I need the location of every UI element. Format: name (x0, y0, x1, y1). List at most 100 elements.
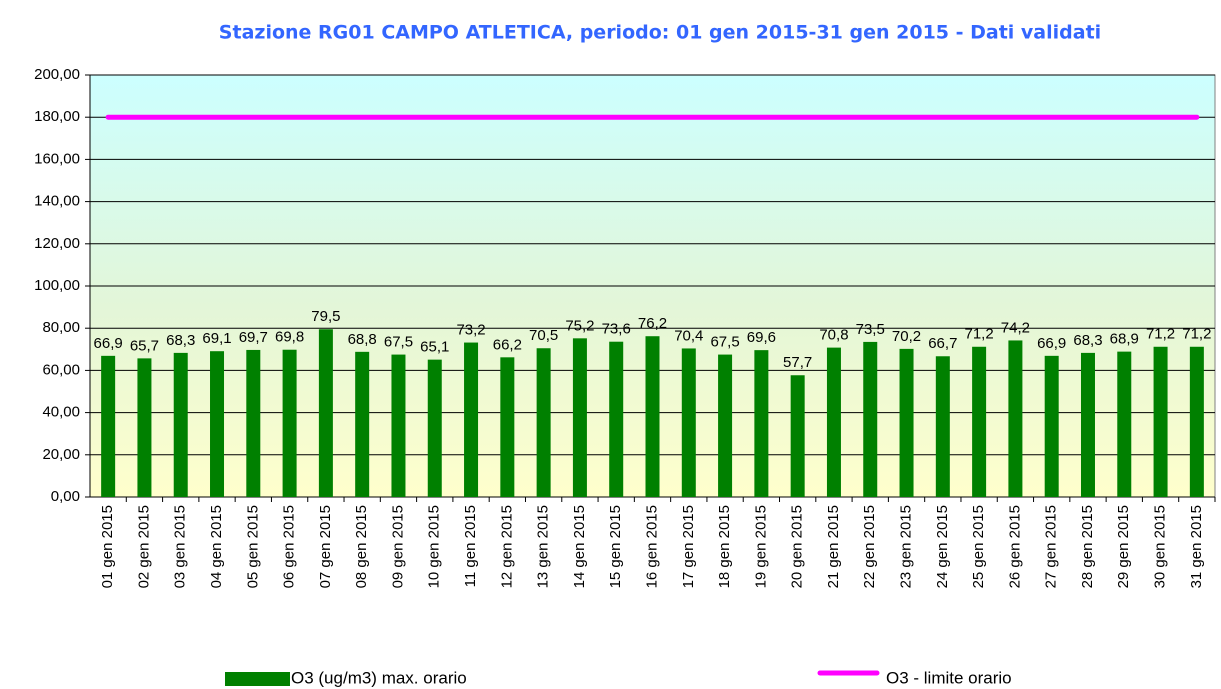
value-label: 68,3 (166, 332, 195, 349)
x-tick-label: 06 gen 2015 (281, 505, 298, 588)
value-label: 71,2 (1182, 326, 1211, 343)
value-label: 76,2 (638, 315, 667, 332)
value-label: 66,7 (928, 335, 957, 352)
bar (464, 342, 479, 497)
bar (500, 357, 515, 497)
x-tick-label: 26 gen 2015 (1006, 505, 1023, 588)
bar (572, 338, 587, 497)
value-label: 68,9 (1110, 331, 1139, 348)
value-label: 71,2 (1146, 326, 1175, 343)
bar (1153, 346, 1168, 497)
bar (790, 375, 805, 497)
x-tick-label: 05 gen 2015 (244, 505, 261, 588)
chart-title: Stazione RG01 CAMPO ATLETICA, periodo: 0… (219, 22, 1101, 44)
bar (210, 351, 225, 497)
value-label: 66,9 (1037, 335, 1066, 352)
bar (1080, 352, 1095, 497)
value-label: 73,5 (856, 321, 885, 338)
value-label: 70,2 (892, 328, 921, 345)
value-label: 69,7 (239, 329, 268, 346)
value-label: 67,5 (384, 334, 413, 351)
x-tick-label: 21 gen 2015 (825, 505, 842, 588)
value-label: 79,5 (311, 308, 340, 325)
value-label: 66,9 (94, 335, 123, 352)
x-tick-label: 14 gen 2015 (571, 505, 588, 588)
value-label: 65,1 (420, 339, 449, 356)
value-label: 71,2 (965, 326, 994, 343)
x-tick-label: 12 gen 2015 (498, 505, 515, 588)
x-tick-label: 30 gen 2015 (1152, 505, 1169, 588)
x-tick-label: 09 gen 2015 (389, 505, 406, 588)
bar (754, 350, 769, 497)
value-label: 66,2 (493, 336, 522, 353)
bar (427, 359, 442, 497)
value-label: 75,2 (565, 317, 594, 334)
bar (1117, 351, 1132, 497)
bar (609, 341, 624, 497)
legend-label: O3 - limite orario (886, 668, 1012, 687)
bar (935, 356, 950, 497)
y-tick-label: 0,00 (51, 488, 80, 505)
value-label: 69,6 (747, 329, 776, 346)
bar (282, 349, 297, 497)
x-tick-label: 08 gen 2015 (353, 505, 370, 588)
x-tick-label: 11 gen 2015 (462, 505, 479, 587)
x-tick-label: 27 gen 2015 (1043, 505, 1060, 588)
legend-swatch (225, 672, 290, 686)
x-tick-label: 24 gen 2015 (934, 505, 951, 588)
value-label: 70,5 (529, 327, 558, 344)
value-label: 68,8 (348, 331, 377, 348)
value-label: 73,2 (456, 322, 485, 339)
y-tick-label: 180,00 (34, 108, 80, 125)
value-label: 70,4 (674, 327, 703, 344)
bar (355, 351, 370, 497)
value-label: 69,8 (275, 329, 304, 346)
x-tick-label: 23 gen 2015 (898, 505, 915, 588)
bar (173, 352, 188, 497)
x-tick-label: 16 gen 2015 (643, 505, 660, 588)
bar (536, 348, 551, 497)
value-label: 68,3 (1073, 332, 1102, 349)
y-tick-label: 20,00 (42, 446, 80, 463)
x-tick-label: 07 gen 2015 (317, 505, 334, 588)
bar (899, 348, 914, 497)
bar (718, 354, 733, 497)
value-label: 57,7 (783, 354, 812, 371)
y-tick-label: 40,00 (42, 404, 80, 421)
x-tick-label: 04 gen 2015 (208, 505, 225, 588)
x-tick-label: 15 gen 2015 (607, 505, 624, 588)
x-tick-label: 13 gen 2015 (535, 505, 552, 588)
value-label: 65,7 (130, 337, 159, 354)
x-tick-label: 28 gen 2015 (1079, 505, 1096, 588)
x-tick-label: 17 gen 2015 (680, 505, 697, 588)
bar (826, 347, 841, 497)
value-label: 67,5 (710, 334, 739, 351)
x-tick-label: 20 gen 2015 (789, 505, 806, 588)
x-tick-label: 25 gen 2015 (970, 505, 987, 588)
y-tick-label: 120,00 (34, 235, 80, 252)
bar (972, 346, 987, 497)
x-tick-label: 10 gen 2015 (426, 505, 443, 588)
bar (681, 348, 696, 497)
bar (645, 336, 660, 497)
x-tick-label: 02 gen 2015 (135, 505, 152, 588)
bar (101, 355, 116, 497)
x-tick-label: 03 gen 2015 (172, 505, 189, 588)
bar (1008, 340, 1023, 497)
bar (1044, 355, 1059, 497)
x-tick-label: 22 gen 2015 (861, 505, 878, 588)
x-tick-label: 31 gen 2015 (1188, 505, 1205, 588)
bar (391, 354, 406, 497)
x-tick-label: 01 gen 2015 (99, 505, 116, 588)
bar (246, 349, 261, 497)
x-tick-label: 18 gen 2015 (716, 505, 733, 588)
y-tick-label: 80,00 (42, 319, 80, 336)
y-tick-label: 100,00 (34, 277, 80, 294)
value-label: 69,1 (202, 330, 231, 347)
value-label: 74,2 (1001, 319, 1030, 336)
y-tick-label: 140,00 (34, 193, 80, 210)
bar (137, 358, 152, 497)
y-tick-label: 160,00 (34, 150, 80, 167)
x-tick-label: 19 gen 2015 (752, 505, 769, 588)
